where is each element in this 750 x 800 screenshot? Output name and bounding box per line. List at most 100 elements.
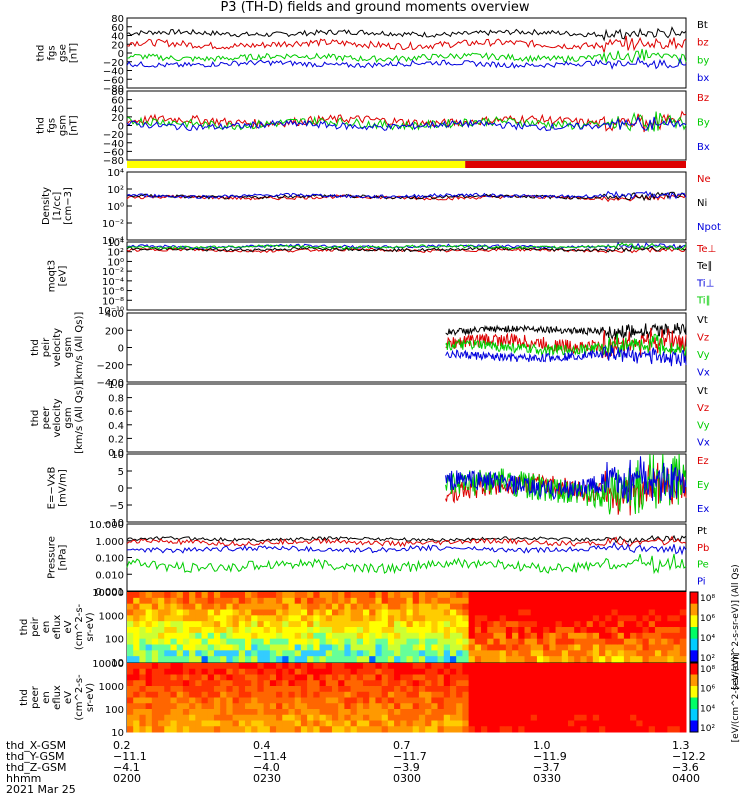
heatmap-cell bbox=[394, 650, 401, 657]
heatmap-cell bbox=[412, 726, 420, 733]
heatmap-cell bbox=[251, 714, 258, 721]
heatmap-cell bbox=[487, 597, 494, 605]
heatmap-cell bbox=[394, 592, 401, 599]
heatmap-cell bbox=[437, 663, 445, 670]
heatmap-cell bbox=[369, 627, 376, 634]
heatmap-cell bbox=[418, 603, 426, 610]
heatmap-cell bbox=[288, 714, 296, 721]
heatmap-cell bbox=[325, 663, 333, 670]
heatmap-cell bbox=[617, 638, 625, 645]
heatmap-cell bbox=[145, 638, 153, 645]
heatmap-cell bbox=[257, 709, 265, 716]
heatmap-cell bbox=[456, 650, 463, 657]
heatmap-cell bbox=[300, 726, 308, 733]
heatmap-cell bbox=[425, 609, 432, 616]
heatmap-cell bbox=[213, 592, 221, 599]
heatmap-cell bbox=[561, 638, 569, 645]
heatmap-cell bbox=[574, 603, 581, 610]
heatmap-cell bbox=[599, 615, 606, 622]
heatmap-cell bbox=[394, 674, 401, 681]
heatmap-cell bbox=[505, 714, 513, 721]
heatmap-cell bbox=[418, 663, 426, 670]
heatmap-cell bbox=[394, 644, 401, 651]
heatmap-cell bbox=[356, 627, 364, 634]
heatmap-cell bbox=[276, 597, 283, 605]
y-tick-label: 80 bbox=[111, 87, 124, 98]
heatmap-cell bbox=[220, 709, 227, 716]
heatmap-cell bbox=[344, 597, 352, 605]
heatmap-cell bbox=[213, 621, 221, 628]
legend-entry: Ti⊥ bbox=[696, 278, 714, 289]
heatmap-cell bbox=[313, 603, 321, 610]
heatmap-cell bbox=[127, 615, 134, 622]
heatmap-cell bbox=[139, 668, 147, 675]
heatmap-cell bbox=[673, 720, 681, 727]
heatmap-cell bbox=[381, 680, 389, 687]
heatmap-cell bbox=[182, 592, 190, 599]
heatmap-cell bbox=[363, 703, 370, 710]
heatmap-cell bbox=[145, 709, 153, 716]
heatmap-cell bbox=[406, 621, 414, 628]
heatmap-cell bbox=[636, 720, 644, 727]
heatmap-cell bbox=[220, 726, 227, 733]
y-tick-label: 0.4 bbox=[108, 421, 124, 432]
heatmap-cell bbox=[449, 638, 457, 645]
heatmap-cell bbox=[642, 621, 650, 628]
heatmap-cell bbox=[251, 644, 258, 651]
heatmap-cell bbox=[189, 644, 196, 651]
heatmap-cell bbox=[300, 603, 308, 610]
heatmap-cell bbox=[623, 597, 631, 605]
heatmap-cell bbox=[437, 697, 445, 704]
heatmap-cell bbox=[307, 680, 314, 687]
orbit-value: −11.9 bbox=[533, 750, 567, 763]
heatmap-cell bbox=[431, 697, 439, 704]
heatmap-cell bbox=[592, 615, 600, 622]
heatmap-cell bbox=[238, 621, 246, 628]
heatmap-cell bbox=[307, 592, 314, 599]
heatmap-cell bbox=[201, 703, 209, 710]
heatmap-cell bbox=[307, 609, 314, 616]
heatmap-cell bbox=[487, 714, 494, 721]
heatmap-cell bbox=[331, 720, 339, 727]
heatmap-cell bbox=[381, 650, 389, 657]
heatmap-cell bbox=[251, 680, 258, 687]
heatmap-cell bbox=[325, 674, 333, 681]
heatmap-cell bbox=[493, 703, 501, 710]
heatmap-cell bbox=[127, 621, 134, 628]
heatmap-cell bbox=[375, 703, 383, 710]
heatmap-cell bbox=[543, 714, 550, 721]
heatmap-cell bbox=[611, 703, 619, 710]
heatmap-cell bbox=[543, 691, 550, 698]
heatmap-cell bbox=[636, 621, 644, 628]
heatmap-cell bbox=[567, 680, 575, 687]
heatmap-cell bbox=[263, 603, 271, 610]
heatmap-cell bbox=[462, 680, 470, 687]
heatmap-cell bbox=[505, 680, 513, 687]
heatmap-cell bbox=[288, 709, 296, 716]
heatmap-cell bbox=[611, 592, 619, 599]
heatmap-cell bbox=[481, 644, 488, 651]
heatmap-cell bbox=[642, 663, 650, 670]
heatmap-cell bbox=[406, 650, 414, 657]
y-tick-label: 0 bbox=[118, 122, 124, 133]
heatmap-cell bbox=[512, 656, 519, 663]
heatmap-cell bbox=[151, 592, 159, 599]
heatmap-cell bbox=[232, 726, 240, 733]
heatmap-cell bbox=[567, 615, 575, 622]
heatmap-cell bbox=[381, 703, 389, 710]
heatmap-cell bbox=[176, 674, 184, 681]
heatmap-cell bbox=[499, 638, 507, 645]
heatmap-cell bbox=[536, 686, 544, 693]
heatmap-cell bbox=[406, 603, 414, 610]
heatmap-cell bbox=[381, 603, 389, 610]
heatmap-cell bbox=[238, 668, 246, 675]
heatmap-cell bbox=[580, 627, 588, 634]
heatmap-cell bbox=[344, 592, 352, 599]
legend-entry: Vt bbox=[697, 315, 708, 326]
heatmap-cell bbox=[375, 650, 383, 657]
heatmap-cell bbox=[623, 680, 631, 687]
heatmap-cell bbox=[201, 726, 209, 733]
y-axis-label: velocity bbox=[52, 328, 63, 367]
heatmap-cell bbox=[375, 686, 383, 693]
heatmap-cell bbox=[300, 663, 308, 670]
